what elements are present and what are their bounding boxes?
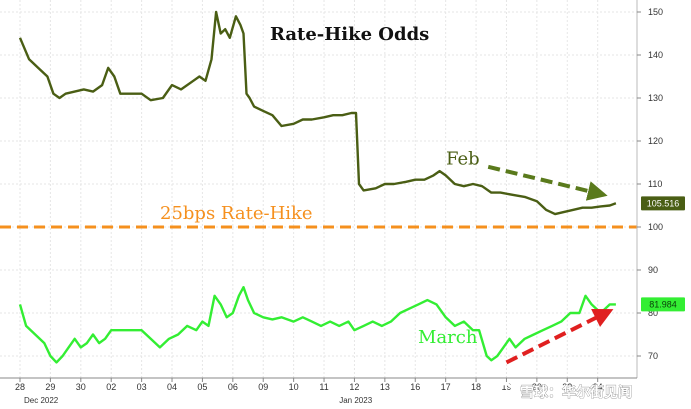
reference-line-label: 25bps Rate-Hike <box>160 203 313 224</box>
x-group-label: Dec 2022 <box>24 396 59 405</box>
x-tick-label: 17 <box>441 382 451 392</box>
y-axis-panel <box>637 0 691 378</box>
last-value-label: 81.984 <box>649 299 677 309</box>
series-group <box>18 10 617 364</box>
trend-arrow-march <box>505 309 614 365</box>
feb-annotation-label: Feb <box>446 149 480 170</box>
text-annotations: Rate-Hike Odds 25bps Rate-Hike Feb March <box>160 24 480 348</box>
last-value-label: 105.516 <box>647 198 680 208</box>
x-tick-label: 03 <box>137 382 147 392</box>
arrow-group <box>487 164 614 365</box>
x-tick-label: 28 <box>15 382 25 392</box>
grid-lines <box>0 0 637 378</box>
x-tick-label: 19 <box>501 382 511 392</box>
y-tick-label: 80 <box>648 308 658 318</box>
x-tick-label: 13 <box>380 382 390 392</box>
last-value-badge <box>641 196 685 211</box>
last-value-badge <box>641 297 685 312</box>
series-line-feb <box>18 10 617 216</box>
y-tick-label: 110 <box>648 179 662 189</box>
watermark-logo-icon <box>495 382 515 402</box>
x-tick-label: 24 <box>593 382 603 392</box>
y-tick-label: 130 <box>648 93 663 103</box>
watermark: 雪球：华尔街见闻 <box>495 382 632 402</box>
x-tick-label: 20 <box>532 382 542 392</box>
x-tick-label: 05 <box>197 382 207 392</box>
y-tick-label: 140 <box>648 50 663 60</box>
y-tick-label: 100 <box>648 222 663 232</box>
x-axis-ticks: 28 29 30 02 03 04 05 06 09 10 11 12 13 16 17 18 19 20 23 24… <box>15 378 603 405</box>
y-tick-label: 70 <box>648 351 658 361</box>
x-tick-label: 16 <box>410 382 420 392</box>
x-tick-label: 12 <box>349 382 359 392</box>
x-tick-label: 02 <box>106 382 116 392</box>
x-group-label: Jan 2023 <box>339 396 372 405</box>
watermark-text: 雪球：华尔街见闻 <box>520 384 632 401</box>
x-axis-panel <box>0 378 691 409</box>
x-tick-label: 04 <box>167 382 177 392</box>
series-line-march <box>18 286 616 364</box>
x-tick-label: 29 <box>45 382 55 392</box>
trend-arrow-feb <box>487 164 608 201</box>
march-annotation-label: March <box>418 327 478 348</box>
x-tick-label: 06 <box>228 382 238 392</box>
chart-title: Rate-Hike Odds <box>270 24 429 45</box>
y-tick-label: 90 <box>648 265 658 275</box>
y-tick-label: 150 <box>648 7 663 17</box>
y-tick-label: 120 <box>648 136 663 146</box>
last-value-badges: 105.516 81.984 <box>641 196 685 312</box>
x-tick-label: 10 <box>289 382 299 392</box>
x-tick-label: 09 <box>258 382 268 392</box>
y-axis-ticks: 70 80 90 100 110 120 130 140 150 <box>637 7 663 361</box>
x-tick-label: 11 <box>319 382 328 392</box>
x-tick-label: 30 <box>76 382 86 392</box>
x-tick-label: 23 <box>562 382 572 392</box>
x-tick-label: 18 <box>471 382 481 392</box>
